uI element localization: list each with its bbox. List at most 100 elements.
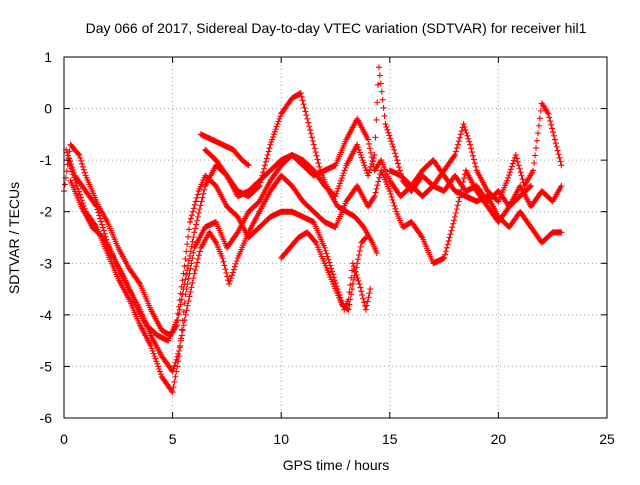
data-point <box>547 118 554 125</box>
data-point <box>553 143 560 150</box>
data-point <box>184 267 191 274</box>
data-point <box>179 327 186 334</box>
data-point <box>173 317 180 324</box>
data-point <box>444 241 451 248</box>
y-axis-label: SDTVAR / TECUs <box>6 182 22 294</box>
data-point <box>378 88 385 95</box>
data-point <box>301 104 308 111</box>
data-point <box>180 270 187 277</box>
data-point <box>148 345 155 352</box>
y-tick-label: -5 <box>40 358 53 374</box>
data-point <box>266 145 273 152</box>
data-point <box>244 161 251 168</box>
data-point <box>219 255 226 262</box>
data-point <box>534 130 541 137</box>
data-point <box>272 126 279 133</box>
data-point <box>445 237 452 244</box>
data-point <box>372 134 379 141</box>
data-point <box>389 196 396 203</box>
data-point <box>354 260 361 267</box>
data-point <box>556 154 563 161</box>
data-point <box>267 141 274 148</box>
data-point <box>355 256 362 263</box>
data-point <box>362 306 369 313</box>
data-point <box>514 158 521 165</box>
data-point <box>176 306 183 313</box>
data-point <box>101 230 108 237</box>
data-point <box>156 366 163 373</box>
data-point <box>176 353 183 360</box>
data-point <box>150 350 157 357</box>
data-point <box>358 288 365 295</box>
data-point <box>452 210 459 217</box>
data-point <box>154 360 161 367</box>
data-point <box>461 123 468 130</box>
data-point <box>339 172 346 179</box>
data-point <box>70 171 77 178</box>
y-tick-label: -3 <box>40 255 53 271</box>
y-tick-label: -2 <box>40 204 53 220</box>
data-point <box>76 151 83 158</box>
data-point <box>198 198 205 205</box>
data-point <box>268 139 275 146</box>
data-point <box>75 150 82 157</box>
data-point <box>316 163 323 170</box>
data-point <box>194 259 201 266</box>
data-point <box>233 230 240 237</box>
series-trace-5 <box>197 131 252 169</box>
data-point <box>190 275 197 282</box>
data-point <box>189 279 196 286</box>
data-point <box>338 175 345 182</box>
x-axis-ticks: 0 5 10 15 20 25 <box>60 57 615 447</box>
data-point <box>352 268 359 275</box>
data-point <box>323 250 330 257</box>
data-point <box>380 104 387 111</box>
data-point <box>361 162 368 169</box>
data-point <box>442 251 449 258</box>
data-point <box>375 64 382 71</box>
data-point <box>357 151 364 158</box>
data-point <box>226 280 233 287</box>
data-point <box>176 347 183 354</box>
data-point <box>190 205 197 212</box>
data-point <box>258 176 265 183</box>
data-point <box>515 162 522 169</box>
data-point <box>355 144 362 151</box>
data-point <box>95 209 102 216</box>
data-point <box>80 166 87 173</box>
y-tick-label: -1 <box>40 152 53 168</box>
data-point <box>390 199 397 206</box>
data-point <box>153 358 160 365</box>
data-point <box>221 262 228 269</box>
data-point <box>172 373 179 380</box>
data-point <box>349 267 356 274</box>
data-point <box>355 277 362 284</box>
data-point <box>189 238 196 245</box>
data-point <box>193 263 200 270</box>
data-point <box>79 163 86 170</box>
data-point <box>265 148 272 155</box>
data-point <box>189 208 196 215</box>
data-point <box>181 263 188 270</box>
data-point <box>188 284 195 291</box>
data-point <box>387 135 394 142</box>
data-point <box>180 308 187 315</box>
data-point <box>548 121 555 128</box>
data-point <box>186 270 193 277</box>
data-point <box>527 183 534 190</box>
data-point <box>261 165 268 172</box>
data-point <box>353 264 360 271</box>
data-point <box>189 255 196 262</box>
data-point <box>347 281 354 288</box>
data-point <box>300 101 307 108</box>
data-point <box>308 134 315 141</box>
data-point <box>99 224 106 231</box>
data-point <box>459 182 466 189</box>
data-point <box>93 203 100 210</box>
data-point <box>451 153 458 160</box>
data-point <box>179 317 186 324</box>
data-point <box>383 123 390 130</box>
data-point <box>97 215 104 222</box>
data-point <box>298 93 305 100</box>
data-point <box>472 163 479 170</box>
